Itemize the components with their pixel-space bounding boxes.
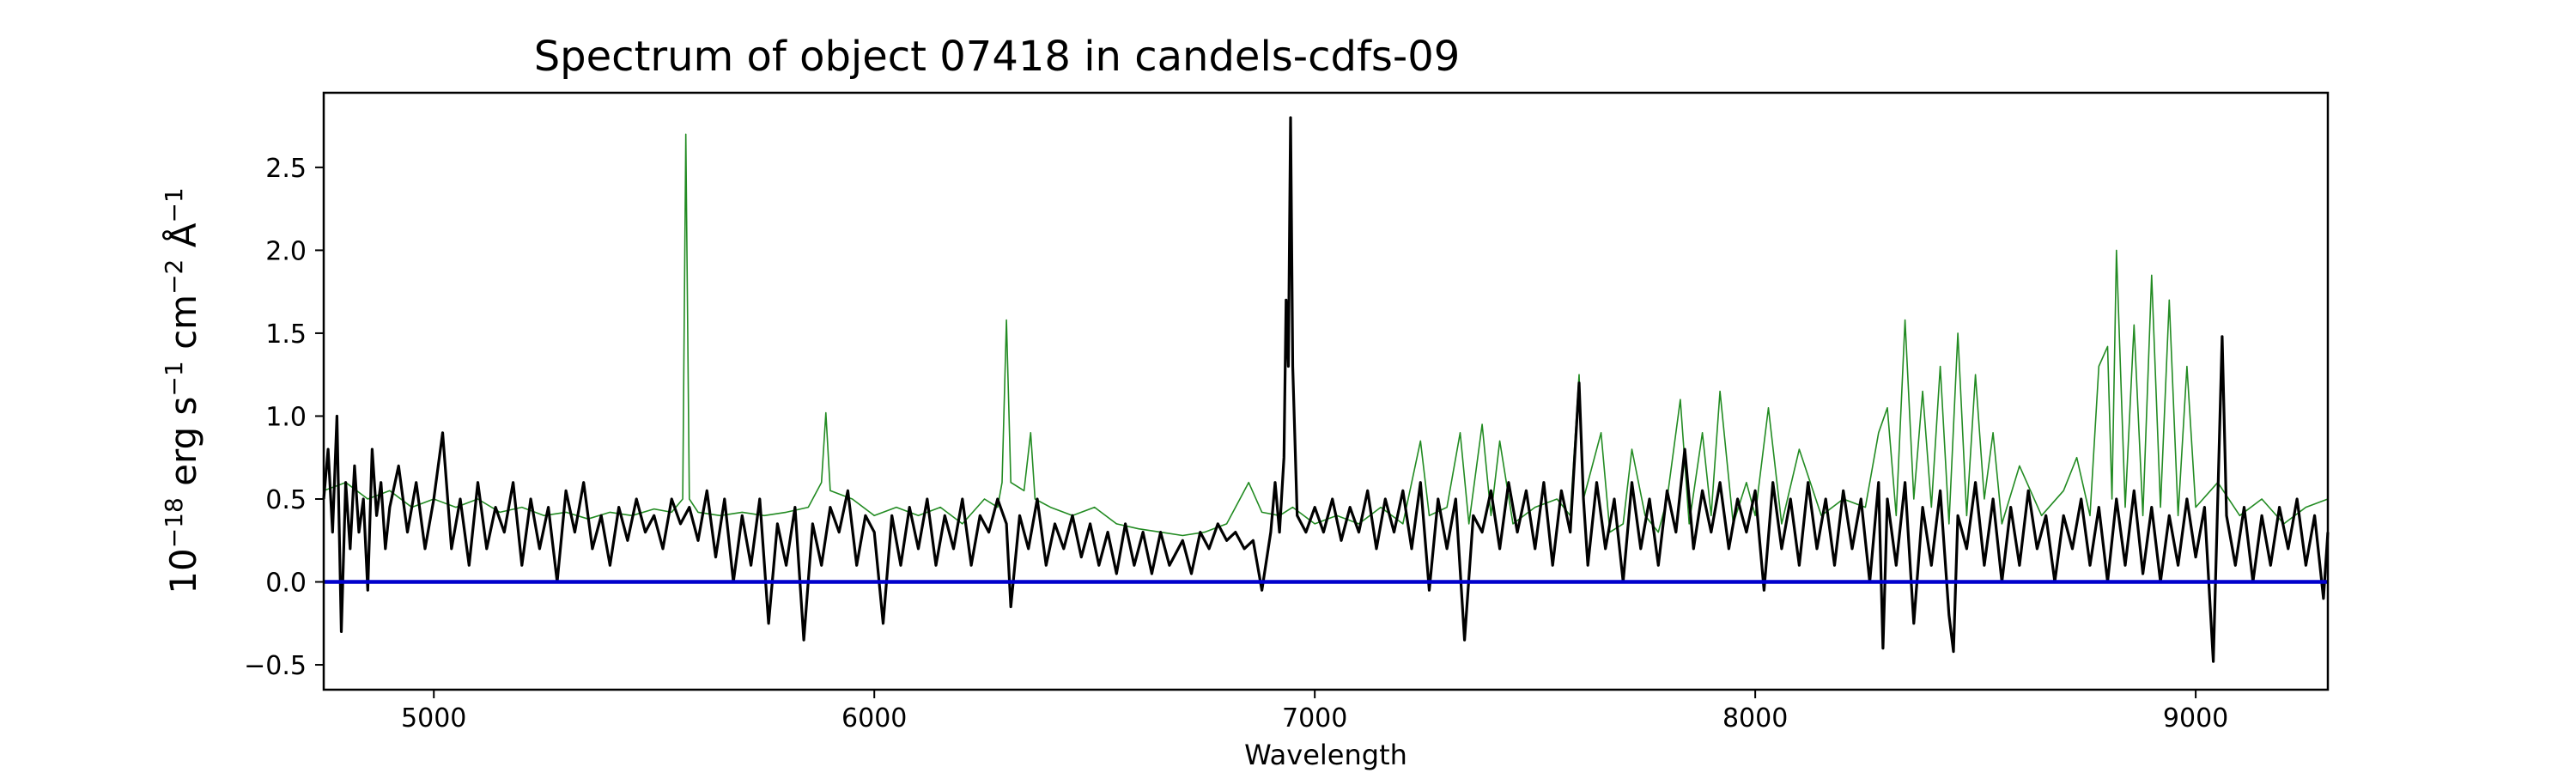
- ylabel-exp3: −2: [160, 259, 188, 295]
- y-tick-label: −0.5: [244, 651, 307, 681]
- chart-title: Spectrum of object 07418 in candels-cdfs…: [534, 33, 1461, 81]
- ylabel-unit-angstrom: Å: [161, 222, 204, 259]
- ylabel-base: 10: [162, 548, 204, 593]
- x-axis-label: Wavelength: [1244, 739, 1407, 771]
- x-tick-label: 9000: [2163, 703, 2228, 733]
- series-line-1: [322, 116, 2330, 663]
- plot-area: [322, 116, 2330, 663]
- y-tick-label: 2.0: [265, 236, 307, 266]
- x-tick-label: 7000: [1282, 703, 1347, 733]
- y-axis-label: 10−18 erg s−1 cm−2 Å−1: [160, 187, 204, 593]
- ylabel-unit-cm: cm: [162, 295, 204, 361]
- series-line-0: [323, 133, 2329, 537]
- plot-frame: [322, 91, 2330, 691]
- x-tick-label: 5000: [401, 703, 466, 733]
- y-tick-label: 1.0: [265, 402, 307, 432]
- ylabel-exp1: −18: [160, 497, 188, 548]
- y-tick-label: 0.0: [265, 569, 307, 599]
- y-axis: −0.5 0.0 0.5 1.0 1.5 2.0 2.5: [244, 154, 324, 681]
- ylabel-exp2: −1: [160, 361, 188, 396]
- ylabel-exp4: −1: [160, 187, 188, 222]
- x-axis: 5000 6000 7000 8000 9000: [401, 690, 2228, 733]
- x-tick-label: 6000: [841, 703, 907, 733]
- y-tick-label: 2.5: [265, 154, 307, 184]
- y-tick-label: 0.5: [265, 485, 307, 515]
- y-tick-label: 1.5: [265, 320, 307, 350]
- ylabel-unit-erg: erg s: [162, 397, 204, 498]
- x-tick-label: 8000: [1722, 703, 1788, 733]
